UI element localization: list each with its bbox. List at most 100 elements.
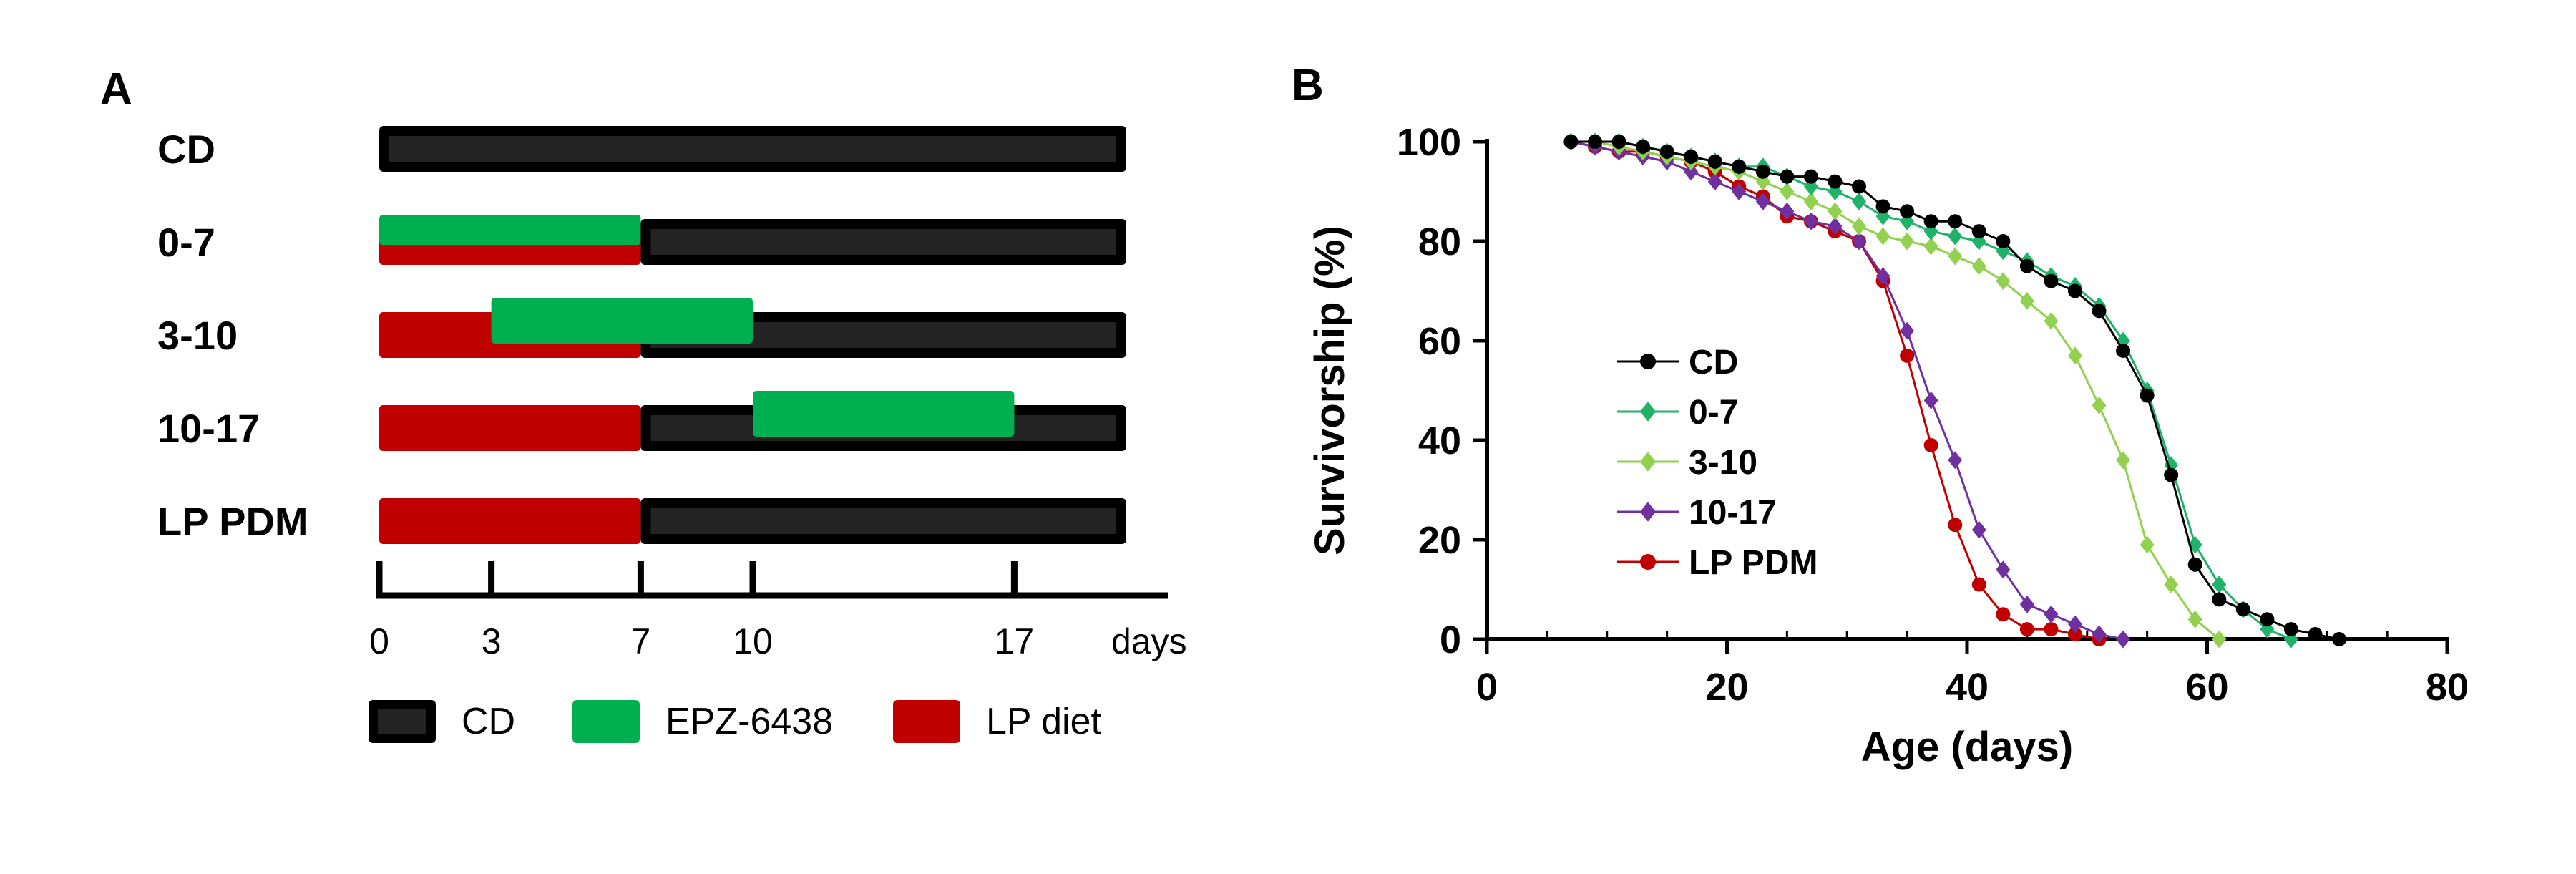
point-cd-6	[1707, 154, 1722, 169]
bar-0-7-epz-6438	[379, 215, 641, 246]
bar-lp-pdm-lp-diet	[379, 498, 641, 544]
point-3-10-15	[1923, 237, 1938, 256]
point-cd-8	[1755, 164, 1770, 179]
point-10-17-16	[1948, 451, 1963, 470]
point-10-17-8	[1755, 192, 1770, 210]
point-3-10-13	[1875, 227, 1890, 246]
point-cd-30	[2283, 622, 2298, 637]
point-3-10-27	[2212, 630, 2227, 649]
row-label-3-10: 3-10	[157, 313, 238, 358]
point-3-10-20	[2044, 311, 2059, 330]
y-tick-label-80: 80	[1418, 220, 1461, 263]
y-tick-label-60: 60	[1418, 320, 1461, 363]
point-cd-4	[1659, 144, 1674, 159]
bar-10-17-epz-6438	[753, 391, 1015, 437]
legend-swatch-lp-diet	[893, 700, 960, 743]
panel-a-letter: A	[100, 64, 132, 114]
day-tick-label-3: 3	[482, 621, 502, 661]
point-10-17-12	[1852, 232, 1867, 251]
series-cd	[1563, 135, 2347, 646]
point-lp-pdm-21	[2067, 627, 2082, 642]
point-lp-pdm-15	[1923, 437, 1938, 452]
point-3-10-19	[2019, 291, 2034, 310]
point-10-17-20	[2044, 605, 2059, 623]
point-10-17-5	[1684, 162, 1699, 181]
point-3-10-18	[1996, 272, 2011, 291]
point-cd-7	[1732, 159, 1747, 174]
y-tick-label-40: 40	[1418, 419, 1461, 462]
point-3-10-23	[2116, 451, 2131, 470]
point-lp-pdm-19	[2019, 622, 2034, 637]
point-3-10-9	[1780, 183, 1795, 200]
point-10-17-7	[1732, 183, 1747, 200]
point-cd-20	[2044, 273, 2059, 288]
point-cd-1	[1587, 135, 1602, 149]
point-cd-18	[1996, 234, 2011, 248]
point-cd-16	[1948, 214, 1963, 229]
point-cd-5	[1684, 149, 1699, 164]
x-tick-label-20: 20	[1705, 666, 1748, 709]
point-10-17-6	[1707, 173, 1722, 191]
survival-legend: CD 0-7 3-10 10-17 LP PDM	[1617, 344, 1818, 582]
point-cd-3	[1636, 139, 1651, 154]
point-10-17-19	[2019, 595, 2034, 613]
point-cd-10	[1803, 169, 1818, 184]
y-tick-label-100: 100	[1397, 121, 1461, 164]
day-tick-label-10: 10	[733, 621, 773, 661]
point-cd-11	[1828, 174, 1843, 189]
point-10-17-10	[1803, 212, 1818, 230]
point-3-10-10	[1803, 192, 1818, 210]
point-3-10-24	[2140, 535, 2155, 554]
legend-marker-0-7	[1640, 402, 1656, 422]
legend-label-3-10: 3-10	[1689, 444, 1757, 482]
point-lp-pdm-16	[1948, 518, 1963, 533]
bar-10-17-lp-diet	[379, 405, 641, 451]
legend-label-cd: CD	[462, 701, 515, 742]
point-cd-14	[1900, 204, 1915, 219]
point-cd-12	[1852, 179, 1867, 194]
day-tick-label-0: 0	[369, 621, 389, 661]
point-cd-9	[1780, 169, 1795, 184]
point-cd-21	[2067, 283, 2082, 298]
point-10-17-17	[1971, 520, 1986, 539]
bar-lp-pdm-cd-inner	[650, 508, 1116, 534]
y-tick-label-0: 0	[1440, 618, 1461, 661]
row-label-cd: CD	[157, 127, 215, 172]
series-3-10	[1563, 132, 2227, 649]
point-3-10-21	[2067, 346, 2082, 365]
point-3-10-16	[1948, 247, 1963, 266]
point-lp-pdm-18	[1996, 607, 2011, 622]
point-cd-15	[1923, 214, 1938, 229]
point-cd-0	[1563, 135, 1579, 149]
panel-a-timeline-bars	[379, 126, 1126, 544]
point-cd-23	[2116, 343, 2131, 358]
point-10-17-14	[1900, 321, 1915, 340]
y-axis-title: Survivorship (%)	[1307, 225, 1353, 555]
point-lp-pdm-17	[1971, 577, 1986, 592]
survival-series	[1563, 132, 2347, 649]
legend-marker-cd	[1640, 354, 1656, 369]
legend-marker-3-10	[1640, 452, 1656, 472]
series-0-7	[1563, 132, 2298, 649]
point-cd-19	[2019, 258, 2034, 273]
day-axis-unit: days	[1111, 621, 1187, 661]
bar-cd-cd-inner	[389, 136, 1116, 162]
point-10-17-11	[1828, 217, 1843, 236]
point-3-10-12	[1852, 217, 1867, 236]
x-tick-label-80: 80	[2426, 666, 2469, 709]
point-cd-28	[2235, 602, 2250, 617]
legend-marker-10-17	[1640, 502, 1656, 522]
point-10-17-22	[2092, 625, 2107, 644]
panel-a-day-axis: 0 3 7 10 17	[369, 561, 1168, 661]
legend-swatch-epz-6438	[572, 700, 640, 743]
point-0-7-12	[1852, 192, 1867, 210]
series-line-3-10	[1571, 140, 2220, 641]
row-label-0-7: 0-7	[157, 220, 215, 265]
x-tick-label-0: 0	[1476, 666, 1498, 709]
panel-a: A CD 0-7 3-10 10-17 LP PDM 0 3 7 10 17 days CD EP…	[100, 64, 1187, 743]
day-tick-label-17: 17	[995, 621, 1035, 661]
legend-label-epz-6438: EPZ-6438	[665, 701, 833, 742]
point-cd-22	[2092, 304, 2107, 319]
point-3-10-11	[1828, 202, 1843, 220]
